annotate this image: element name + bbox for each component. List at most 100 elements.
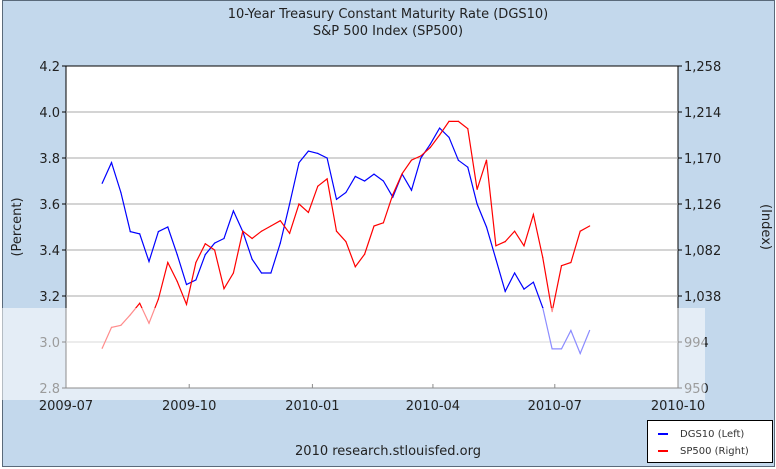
legend-swatch: [658, 433, 668, 435]
y-tick-label: 3.4: [39, 244, 60, 259]
data-point: [110, 162, 113, 164]
x-tick-label: 2010-01: [285, 399, 339, 414]
data-point: [232, 272, 234, 274]
data-point: [504, 241, 506, 243]
x-tick-label: 2010-10: [651, 399, 705, 414]
legend-item-dgs10: DGS10 (Left): [658, 427, 744, 441]
data-point: [457, 159, 459, 161]
data-point: [420, 155, 422, 157]
data-point: [532, 213, 534, 216]
data-point: [364, 253, 366, 255]
y2-tick-label: 994: [684, 336, 709, 351]
data-point: [223, 237, 225, 240]
x-tick-label: 2009-10: [162, 399, 216, 414]
data-point: [279, 220, 281, 222]
data-point: [429, 143, 431, 145]
data-point: [439, 134, 441, 136]
data-point: [251, 258, 253, 260]
legend-item-sp500: SP500 (Right): [658, 444, 749, 458]
data-point: [195, 261, 197, 264]
data-point: [364, 180, 366, 182]
y2-tick-label: 950: [684, 382, 709, 397]
data-point: [401, 173, 403, 175]
data-point: [392, 193, 394, 196]
data-point: [317, 185, 319, 187]
data-point: [326, 157, 328, 159]
data-point: [176, 254, 178, 256]
data-point: [457, 120, 459, 123]
data-point: [139, 233, 141, 235]
data-point: [589, 329, 591, 332]
data-point: [251, 237, 253, 240]
data-point: [120, 191, 122, 194]
y2-tick-label: 1,214: [684, 106, 721, 121]
data-point: [270, 272, 272, 274]
data-point: [476, 188, 478, 190]
data-point: [214, 249, 216, 251]
data-point: [195, 279, 197, 281]
data-point: [335, 198, 338, 200]
data-point: [523, 245, 525, 247]
data-point: [242, 230, 244, 232]
data-point: [148, 322, 150, 324]
data-point: [345, 241, 347, 243]
data-point: [551, 311, 553, 313]
data-point: [532, 281, 534, 283]
data-point: [495, 245, 497, 247]
data-point: [523, 288, 525, 290]
data-point: [429, 146, 431, 149]
data-point: [504, 290, 506, 292]
data-point: [439, 127, 441, 129]
y2-tick-label: 1,082: [684, 244, 721, 259]
data-point: [345, 191, 347, 194]
y2-tick-label: 1,258: [684, 60, 721, 75]
data-point: [382, 180, 384, 182]
data-point: [317, 152, 319, 154]
y-tick-label: 4.0: [39, 106, 60, 121]
data-point: [570, 329, 572, 332]
legend-swatch: [658, 450, 668, 452]
data-point: [420, 157, 422, 159]
data-point: [148, 260, 150, 263]
data-point: [307, 211, 309, 213]
y-tick-label: 2.8: [39, 382, 60, 397]
x-tick-label: 2009-07: [39, 399, 93, 414]
data-point: [129, 231, 131, 233]
data-point: [485, 159, 488, 161]
data-point: [542, 256, 544, 258]
data-point: [167, 261, 169, 264]
data-point: [560, 348, 563, 350]
data-point: [514, 272, 516, 274]
data-point: [495, 258, 497, 260]
legend: DGS10 (Left) SP500 (Right): [647, 420, 773, 463]
y-tick-label: 4.2: [39, 60, 60, 75]
data-point: [157, 298, 160, 300]
data-point: [204, 243, 206, 245]
data-point: [167, 226, 169, 228]
chart-subtitle: S&P 500 Index (SP500): [312, 24, 464, 39]
y2-tick-label: 1,126: [684, 198, 721, 213]
y2-tick-label: 1,038: [684, 290, 721, 305]
data-point: [579, 352, 581, 355]
data-point: [298, 162, 300, 164]
data-point: [176, 280, 178, 282]
y2-tick-label: 1,170: [684, 152, 721, 167]
data-point: [410, 159, 413, 161]
data-point: [185, 283, 188, 286]
data-point: [289, 203, 291, 205]
x-tick-label: 2010-04: [406, 399, 460, 414]
legend-label: DGS10 (Left): [680, 428, 745, 440]
y2-axis-label: (Index): [758, 204, 773, 250]
data-point: [373, 225, 375, 227]
y-tick-label: 3.8: [39, 152, 60, 167]
data-point: [232, 210, 234, 212]
data-point: [279, 242, 281, 244]
data-point: [448, 120, 450, 123]
data-point: [467, 128, 469, 130]
data-point: [110, 326, 113, 328]
data-point: [260, 272, 263, 274]
data-point: [354, 266, 356, 268]
data-point: [335, 230, 338, 232]
data-point: [560, 265, 563, 267]
